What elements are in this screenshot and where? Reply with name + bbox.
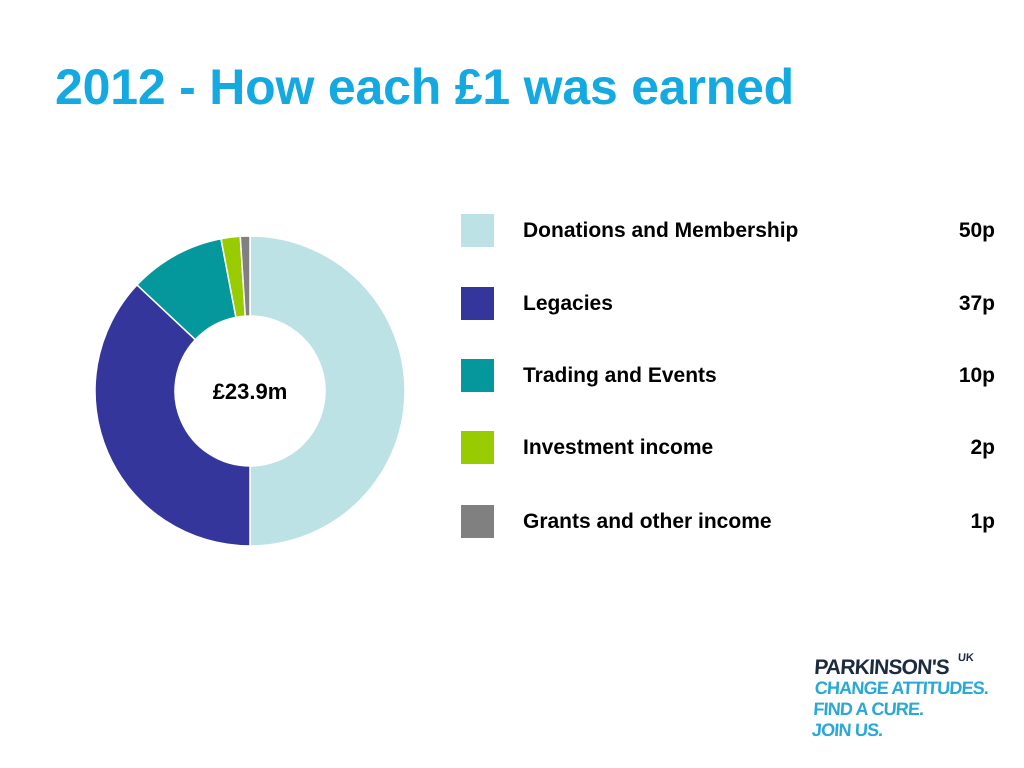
legend-swatch: [461, 431, 494, 464]
legend-item-trading-and-events: Trading and Events 10p: [461, 359, 995, 393]
logo-tagline-3: JOIN US.: [811, 720, 884, 740]
legend-item-donations-and-membership: Donations and Membership 50p: [461, 214, 995, 248]
legend-value: 37p: [958, 292, 995, 315]
donut-center-label: £23.9m: [213, 379, 288, 404]
legend-label: Grants and other income: [523, 510, 772, 533]
legend-value: 50p: [958, 219, 995, 242]
legend-label: Donations and Membership: [523, 219, 799, 242]
donut-slice-donations-and-membership: [249, 235, 406, 547]
legend-label: Legacies: [523, 292, 613, 315]
logo-superscript: UK: [957, 652, 975, 664]
legend-value: 1p: [970, 510, 995, 533]
legend-label: Trading and Events: [523, 364, 717, 387]
slide-title: 2012 - How each £1 was earned: [55, 59, 795, 115]
donut-slice-grants-and-other-income: [239, 235, 251, 317]
logo-tagline-2: FIND A CURE.: [812, 699, 925, 719]
legend-item-investment-income: Investment income 2p: [461, 431, 995, 465]
legend-swatch: [461, 359, 494, 392]
parkinsons-uk-logo: PARKINSON'S UK CHANGE ATTITUDES. FIND A …: [809, 650, 1006, 750]
legend-swatch: [461, 214, 494, 247]
legend-item-legacies: Legacies 37p: [461, 287, 995, 321]
donut-chart: £23.9m: [94, 235, 406, 547]
logo-tagline-1: CHANGE ATTITUDES.: [814, 678, 989, 698]
legend-value: 2p: [970, 436, 995, 459]
legend-item-grants-and-other-income: Grants and other income 1p: [461, 505, 995, 539]
legend-label: Investment income: [523, 436, 714, 459]
legend-swatch: [461, 287, 494, 320]
legend-value: 10p: [958, 364, 995, 387]
logo-brand: PARKINSON'S: [813, 656, 950, 679]
donut-slice-legacies: [94, 283, 251, 547]
legend-swatch: [461, 505, 494, 538]
donut-slices: [94, 235, 406, 547]
chart-legend: Donations and Membership 50p Legacies 37p Tr…: [461, 0, 1001, 600]
